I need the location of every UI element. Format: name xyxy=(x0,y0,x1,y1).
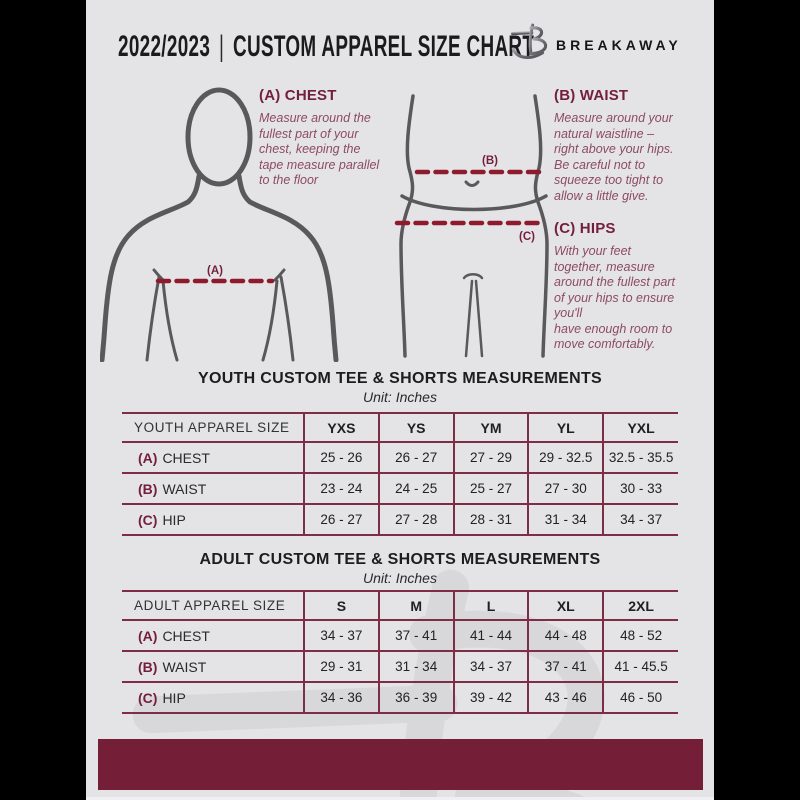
adult-table-size-header: ADULT APPAREL SIZE xyxy=(122,590,304,621)
chest-guide-description: Measure around the fullest part of your … xyxy=(259,111,380,187)
masthead-year: 2022/2023 xyxy=(118,30,211,63)
waist-guide-heading: (B) WAIST xyxy=(554,87,629,104)
youth-size-col-ym: YM xyxy=(452,412,529,443)
brand-name: BREAKAWAY xyxy=(556,37,682,53)
adult-table-header-row: ADULT APPAREL SIZE S M L XL 2XL xyxy=(122,590,678,621)
masthead-chart-title: CUSTOM APPAREL SIZE CHART xyxy=(233,30,535,63)
youth-waist-row: (B) WAIST 23 - 24 24 - 25 25 - 27 27 - 30… xyxy=(122,472,678,505)
adult-size-col-l: L xyxy=(452,590,529,621)
adult-size-col-s: S xyxy=(303,590,379,621)
size-value-cell: 28 - 31 xyxy=(452,503,529,536)
size-value-cell: 48 - 52 xyxy=(602,619,678,652)
breakaway-logo-icon xyxy=(511,23,548,59)
size-value-cell: 25 - 27 xyxy=(452,472,529,505)
row-label: CHEST xyxy=(162,449,210,466)
size-value-cell: 27 - 29 xyxy=(452,441,529,474)
youth-hip-row: (C) HIP 26 - 27 27 - 28 28 - 31 31 - 34 3… xyxy=(122,503,678,536)
size-value-cell: 29 - 31 xyxy=(303,650,379,683)
size-value-cell: 29 - 32.5 xyxy=(527,441,604,474)
size-value-cell: 34 - 36 xyxy=(303,681,379,714)
size-value-cell: 43 - 46 xyxy=(527,681,604,714)
masthead-title: 2022/2023 | CUSTOM APPAREL SIZE CHART xyxy=(118,30,534,64)
chest-marker-label: (A) xyxy=(207,265,223,277)
size-value-cell: 31 - 34 xyxy=(527,503,604,536)
size-value-cell: 24 - 25 xyxy=(377,472,454,505)
row-marker: (A) xyxy=(138,627,158,644)
footer-bar xyxy=(98,739,703,790)
youth-section-unit: Unit: Inches xyxy=(363,389,437,405)
size-value-cell: 36 - 39 xyxy=(377,681,454,714)
adult-size-col-xl: XL xyxy=(527,590,604,621)
row-marker: (B) xyxy=(138,480,158,497)
hips-guide-heading: (C) HIPS xyxy=(554,220,616,237)
row-marker: (A) xyxy=(138,449,158,466)
size-value-cell: 23 - 24 xyxy=(303,472,379,505)
waist-guide-description: Measure around your natural waistline – … xyxy=(554,111,674,203)
size-value-cell: 44 - 48 xyxy=(527,619,604,652)
adult-section-title: ADULT CUSTOM TEE & SHORTS MEASUREMENTS xyxy=(199,551,601,568)
row-marker: (B) xyxy=(138,658,158,675)
row-label: WAIST xyxy=(162,658,207,675)
adult-waist-row: (B) WAIST 29 - 31 31 - 34 34 - 37 37 - 41… xyxy=(122,650,678,683)
size-value-cell: 27 - 28 xyxy=(377,503,454,536)
hips-guide-block: (C) HIPS With your feet together, measur… xyxy=(554,220,722,353)
adult-section-unit: Unit: Inches xyxy=(363,570,437,586)
waist-marker-label: (B) xyxy=(482,155,498,167)
chest-guide-heading: (A) CHEST xyxy=(259,87,337,104)
size-value-cell: 32.5 - 35.5 xyxy=(602,441,678,474)
size-value-cell: 27 - 30 xyxy=(527,472,604,505)
row-label: CHEST xyxy=(162,627,210,644)
row-marker: (C) xyxy=(138,511,158,528)
right-edge-bar xyxy=(714,0,800,800)
hips-marker-label: (C) xyxy=(519,231,535,243)
bottom-strip xyxy=(86,797,714,800)
youth-section-title: YOUTH CUSTOM TEE & SHORTS MEASUREMENTS xyxy=(197,370,603,387)
size-value-cell: 34 - 37 xyxy=(602,503,678,536)
size-value-cell: 41 - 44 xyxy=(452,619,529,652)
youth-size-col-yxs: YXS xyxy=(303,412,379,443)
size-value-cell: 34 - 37 xyxy=(303,619,379,652)
adult-size-col-m: M xyxy=(377,590,454,621)
masthead-divider: | xyxy=(218,30,225,63)
row-label: HIP xyxy=(162,689,186,706)
size-value-cell: 37 - 41 xyxy=(377,619,454,652)
row-label: HIP xyxy=(162,511,186,528)
adult-size-table: ADULT APPAREL SIZE S M L XL 2XL (A) CHEST… xyxy=(122,590,678,714)
row-marker: (C) xyxy=(138,689,158,706)
size-value-cell: 41 - 45.5 xyxy=(602,650,678,683)
adult-hip-row: (C) HIP 34 - 36 36 - 39 39 - 42 43 - 46 4… xyxy=(122,681,678,714)
left-edge-bar xyxy=(0,0,86,800)
size-value-cell: 31 - 34 xyxy=(377,650,454,683)
size-value-cell: 30 - 33 xyxy=(602,472,678,505)
size-value-cell: 46 - 50 xyxy=(602,681,678,714)
size-value-cell: 39 - 42 xyxy=(452,681,529,714)
youth-table-header-row: YOUTH APPAREL SIZE YXS YS YM YL YXL xyxy=(122,412,678,443)
waist-guide-block: (B) WAIST Measure around your natural wa… xyxy=(554,87,712,204)
adult-size-col-2xl: 2XL xyxy=(602,590,678,621)
youth-chest-row: (A) CHEST 25 - 26 26 - 27 27 - 29 29 - 32… xyxy=(122,441,678,474)
adult-chest-row: (A) CHEST 34 - 37 37 - 41 41 - 44 44 - 48… xyxy=(122,619,678,652)
chest-figure-illustration: (A) xyxy=(100,87,339,362)
waist-hips-figure-illustration: (B) (C) xyxy=(394,94,549,358)
youth-size-col-ys: YS xyxy=(377,412,454,443)
youth-size-table: YOUTH APPAREL SIZE YXS YS YM YL YXL (A) C… xyxy=(122,412,678,536)
size-value-cell: 26 - 27 xyxy=(377,441,454,474)
hips-guide-description: With your feet together, measure around … xyxy=(554,244,675,351)
size-value-cell: 34 - 37 xyxy=(452,650,529,683)
row-label: WAIST xyxy=(162,480,207,497)
size-value-cell: 26 - 27 xyxy=(303,503,379,536)
youth-table-size-header: YOUTH APPAREL SIZE xyxy=(122,412,304,443)
size-value-cell: 25 - 26 xyxy=(303,441,379,474)
youth-size-col-yl: YL xyxy=(527,412,604,443)
chest-guide-block: (A) CHEST Measure around the fullest par… xyxy=(259,87,417,189)
youth-size-col-yxl: YXL xyxy=(602,412,678,443)
size-value-cell: 37 - 41 xyxy=(527,650,604,683)
